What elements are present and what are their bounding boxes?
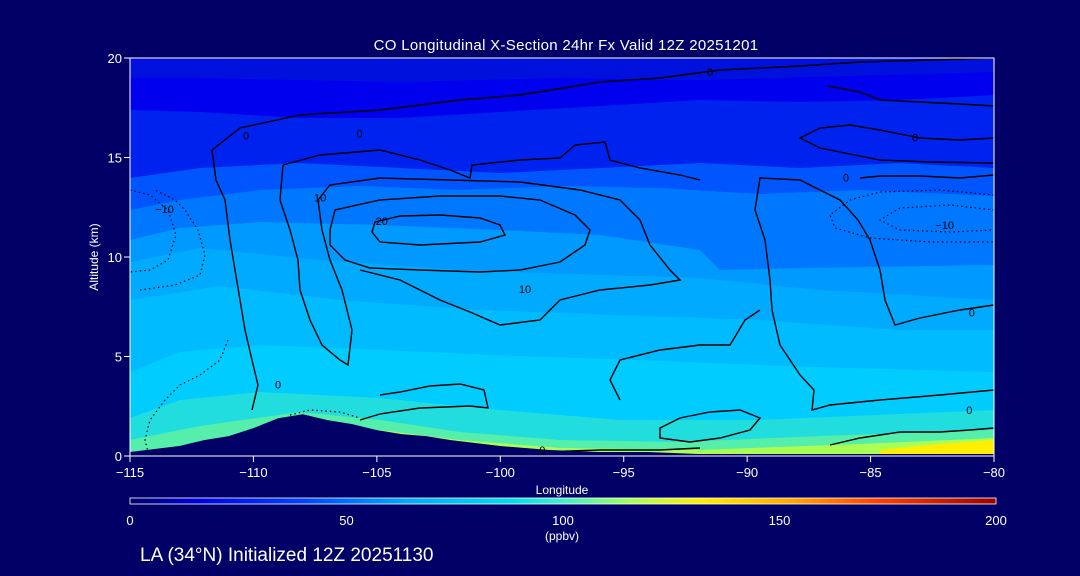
heatmap-field xyxy=(130,58,994,456)
x-tick-label: −115 xyxy=(116,465,144,480)
colorbar-tick-label: 100 xyxy=(552,513,574,528)
contour-value-label: 0 xyxy=(357,129,363,141)
colorbar-tick-label: 150 xyxy=(769,513,791,528)
x-tick-label: −95 xyxy=(613,465,635,480)
contour-value-label: 20 xyxy=(376,216,388,228)
contour-10-low-west xyxy=(359,383,489,421)
x-tick-label: −105 xyxy=(362,465,391,480)
contour-0-west xyxy=(211,149,259,411)
terrain-mask xyxy=(130,414,994,456)
y-tick-label: 5 xyxy=(115,350,122,365)
contour-20-outer xyxy=(329,195,591,273)
y-tick-label: 20 xyxy=(108,51,122,66)
contour-value-label: 0 xyxy=(966,405,972,417)
x-tick-label: −110 xyxy=(239,465,267,480)
x-tick-label: −100 xyxy=(486,465,515,480)
contour-10-low xyxy=(659,409,762,443)
y-tick-label: 15 xyxy=(108,151,122,166)
band-level-12 xyxy=(880,440,994,456)
x-tick-label: −85 xyxy=(860,465,882,480)
contour-neg-surface xyxy=(289,409,361,419)
contour-value-label: 0 xyxy=(243,131,249,143)
contour-0-low-east xyxy=(829,427,994,446)
contour-value-label: 0 xyxy=(969,308,975,320)
contour-10-west xyxy=(282,141,701,181)
x-tick-label: −80 xyxy=(983,465,1005,480)
y-axis-label: Altitude (km) xyxy=(87,223,101,290)
contour-value-label: 10 xyxy=(519,284,531,296)
contour-value-label: 0 xyxy=(707,67,713,79)
colorbar-tick-label: 50 xyxy=(339,513,353,528)
footer-initialized-text: LA (34°N) Initialized 12Z 20251130 xyxy=(140,545,434,566)
contour-10-outer xyxy=(279,164,682,367)
contour-value-label: 0 xyxy=(275,379,281,391)
colorbar-tick-label: 200 xyxy=(985,513,1007,528)
contour-value-label: −10 xyxy=(155,204,174,216)
colorbar-ticks: 0 50 100 150 200 xyxy=(126,513,1006,528)
colorbar: 0 50 100 150 200 (ppbv) xyxy=(126,497,1007,543)
x-axis-label: Longitude xyxy=(536,483,589,497)
contour-value-label: −10 xyxy=(935,220,954,232)
contour-10-mid xyxy=(609,309,761,401)
x-axis: −115 −110 −105 −100 −95 −90 −85 −80 xyxy=(116,456,1005,480)
chart-title: CO Longitudinal X-Section 24hr Fx Valid … xyxy=(374,37,759,54)
contour-0-corner xyxy=(827,85,994,107)
x-tick-label: −90 xyxy=(736,465,758,480)
contour-0-east xyxy=(754,177,994,411)
contour-value-label: 0 xyxy=(843,172,849,184)
contour-20-inner xyxy=(371,214,507,246)
colorbar-gradient xyxy=(129,497,997,505)
contour-0-upper xyxy=(211,58,994,151)
y-tick-label: 10 xyxy=(108,250,122,265)
contour-neg-east-inner xyxy=(878,204,994,233)
contour-lines xyxy=(130,58,994,453)
colorbar-tick-label: 0 xyxy=(126,513,133,528)
y-tick-label: 0 xyxy=(115,449,122,464)
contour-value-label: 10 xyxy=(314,192,326,204)
contour-0-east-mid xyxy=(859,174,994,179)
band-level-2 xyxy=(130,58,994,82)
contour-value-label: 0 xyxy=(912,133,918,145)
contour-neg-west xyxy=(130,189,177,273)
contour-value-label: 0 xyxy=(539,445,545,457)
y-axis: 0 5 10 15 20 xyxy=(108,51,130,464)
colorbar-units-label: (ppbv) xyxy=(545,529,579,543)
contour-labels: 0 0 0 0 0 0 0 0 0 10 10 20 −10 −10 xyxy=(155,67,975,457)
contour-0-east-upper xyxy=(798,124,994,164)
contour-neg-west-outer xyxy=(139,189,206,291)
